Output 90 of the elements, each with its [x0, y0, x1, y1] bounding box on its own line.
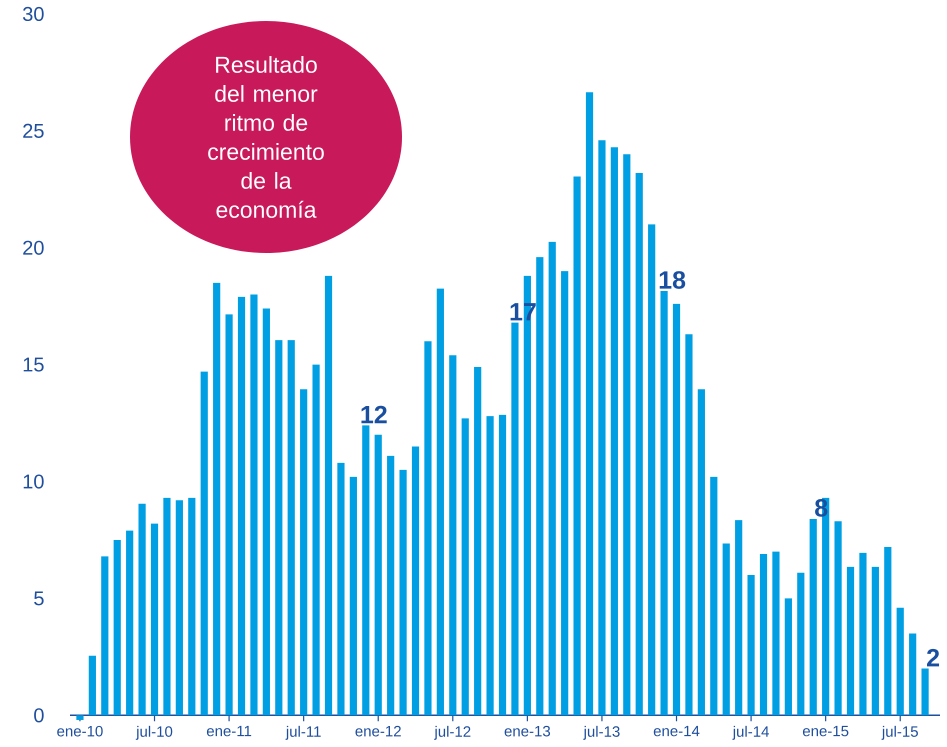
y-tick-label: 30 [22, 6, 44, 22]
bar [648, 224, 656, 716]
bar [573, 176, 581, 716]
bar [288, 340, 295, 716]
x-tick-label: jul-11 [286, 726, 321, 740]
bar [710, 476, 718, 716]
bar [213, 282, 220, 716]
bar [548, 242, 556, 716]
bar [672, 304, 680, 716]
bar [462, 418, 469, 716]
bar [561, 271, 568, 716]
x-tick-label: ene-15 [802, 726, 848, 736]
y-tick-label: 25 [23, 124, 44, 138]
y-tick-label: 15 [24, 358, 44, 372]
bar [685, 334, 693, 716]
bar [324, 276, 332, 716]
bar [138, 504, 146, 716]
bar [150, 524, 158, 716]
bar [374, 434, 382, 716]
bar [698, 389, 705, 716]
bar [126, 530, 134, 716]
bar [449, 355, 456, 716]
bar [884, 546, 892, 716]
data-label: 12 [361, 406, 387, 424]
bar [424, 341, 432, 716]
bar [474, 366, 482, 716]
bar [797, 572, 804, 716]
bar [436, 288, 444, 716]
bar [872, 566, 879, 716]
bar [660, 291, 668, 716]
bar [536, 257, 544, 716]
bar [784, 598, 792, 716]
bar [101, 556, 108, 716]
bar [250, 294, 258, 716]
x-tick-label: jul-13 [583, 726, 620, 740]
bar [114, 540, 121, 716]
y-tick-label: 5 [34, 591, 44, 606]
bar [810, 518, 817, 716]
bar [76, 715, 84, 720]
annotation: Resultado del menor ritmo de crecimiento de la economía [208, 56, 324, 218]
x-tick-label: jul-14 [732, 726, 769, 740]
bar [834, 521, 842, 716]
bar [412, 446, 420, 716]
x-tick-label: jul-15 [882, 726, 918, 740]
bar [262, 308, 270, 716]
bar [337, 462, 345, 716]
bar [896, 608, 904, 716]
bar [511, 322, 519, 716]
bar [921, 668, 929, 716]
data-label: 18 [660, 271, 686, 289]
bar [225, 314, 233, 716]
x-tick-label: ene-10 [57, 726, 103, 736]
bar [238, 296, 246, 716]
bar [88, 656, 96, 716]
bar [735, 520, 742, 716]
x-tick-label: jul-10 [136, 726, 172, 740]
x-tick-label: ene-14 [654, 726, 700, 736]
bar [846, 566, 854, 716]
bar [747, 575, 755, 716]
x-tick-label: ene-11 [206, 726, 252, 736]
bar [275, 340, 282, 716]
y-tick-label: 20 [23, 240, 44, 255]
bar [300, 389, 308, 716]
x-tick-label: ene-12 [356, 726, 401, 736]
bar [188, 498, 196, 716]
bar [623, 154, 630, 716]
bar [498, 414, 506, 716]
bar [598, 140, 606, 716]
bar [163, 498, 171, 716]
bar [387, 456, 394, 716]
x-tick-label: ene-13 [504, 726, 550, 736]
x-tick-label: jul-12 [434, 726, 470, 740]
bar [350, 476, 357, 716]
bar [859, 552, 867, 716]
data-label: 2 [926, 648, 940, 666]
bar [312, 364, 320, 716]
bar [486, 416, 494, 716]
bar [200, 372, 208, 716]
bar [722, 543, 730, 716]
bar [636, 172, 643, 716]
bar [586, 92, 594, 716]
bar [362, 425, 370, 716]
y-tick-label: 10 [24, 474, 44, 489]
y-tick-label: 0 [34, 708, 44, 722]
bar [760, 554, 768, 716]
bar [909, 633, 916, 716]
bar [399, 470, 407, 716]
bar [610, 147, 618, 716]
bar [772, 552, 780, 716]
bar [176, 500, 183, 716]
